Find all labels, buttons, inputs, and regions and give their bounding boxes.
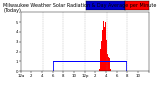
Text: Milwaukee Weather Solar Radiation & Day Average per Minute (Today): Milwaukee Weather Solar Radiation & Day … [3, 3, 157, 13]
Bar [53, 62, 126, 71]
